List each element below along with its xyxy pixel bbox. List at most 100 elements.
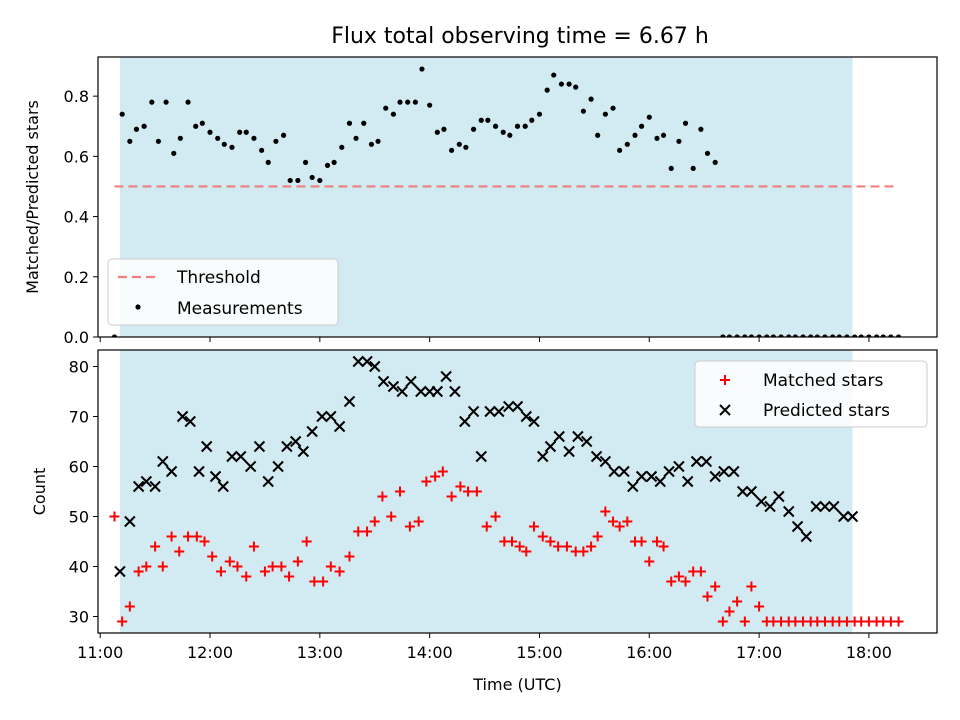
predicted-star-point: [810, 500, 822, 513]
predicted-star-point: [201, 440, 213, 453]
measurement-point: [595, 132, 601, 138]
predicted-star-point: [396, 385, 408, 398]
y-tick-label: 80: [69, 358, 89, 377]
matched-star-point: [334, 566, 345, 577]
matched-star-point: [404, 521, 415, 532]
predicted-star-point: [745, 485, 758, 498]
measurement-point: [646, 114, 652, 120]
predicted-star-point: [377, 375, 390, 388]
predicted-star-point: [467, 405, 480, 418]
predicted-star-point: [682, 475, 694, 488]
matched-star-point: [157, 561, 168, 572]
matched-star-point: [150, 541, 161, 552]
measurement-point: [888, 334, 894, 337]
y-tick-label: 0.0: [64, 328, 89, 347]
measurement-point: [259, 147, 265, 153]
measurement-point: [770, 334, 776, 337]
predicted-star-point: [690, 455, 703, 468]
measurement-point: [544, 87, 550, 93]
measurement-point: [133, 126, 140, 132]
measurement-point: [273, 138, 279, 144]
predicted-star-point: [837, 510, 850, 523]
predicted-star-point: [580, 435, 593, 448]
matched-star-point: [301, 536, 312, 547]
matched-star-point: [124, 601, 135, 612]
matched-star-point: [717, 616, 728, 627]
matched-star-point: [614, 521, 625, 532]
predicted-star-point: [618, 465, 630, 478]
matched-star-point: [481, 521, 492, 532]
measurement-point: [624, 141, 630, 147]
measurement-point: [361, 120, 367, 126]
predicted-star-point: [176, 410, 189, 423]
predicted-star-point: [590, 450, 603, 463]
predicted-star-point: [828, 500, 840, 513]
x-axis-label: Time (UTC): [472, 675, 561, 694]
measurement-point: [676, 138, 682, 144]
measurement-point: [295, 177, 301, 184]
matched-star-point: [224, 556, 235, 567]
matched-star-point: [437, 466, 448, 477]
measurement-point: [514, 123, 521, 129]
predicted-star-point: [654, 475, 666, 488]
matched-star-point: [651, 536, 662, 547]
predicted-star-point: [503, 400, 515, 413]
matched-star-point: [353, 526, 364, 537]
y-axis-label: Count: [30, 468, 49, 516]
predicted-star-point: [217, 480, 229, 493]
matched-star-point: [413, 516, 424, 527]
matched-star-point: [141, 561, 152, 572]
matched-star-point: [490, 511, 501, 522]
measurement-point: [874, 334, 880, 337]
predicted-star-point: [281, 440, 293, 453]
matched-star-point: [537, 531, 548, 542]
predicted-star-point: [537, 450, 549, 463]
measurement-point: [558, 81, 565, 87]
measurement-point: [808, 334, 814, 337]
predicted-star-point: [149, 480, 161, 493]
measurement-point: [580, 108, 586, 114]
measurement-point: [243, 129, 249, 135]
matched-star-point: [455, 481, 466, 492]
matched-star-point: [521, 546, 532, 557]
predicted-star-point: [253, 440, 266, 453]
matched-star-point: [199, 536, 210, 547]
y-axis-label: Matched/Predicted stars: [23, 100, 42, 294]
matched-star-point: [174, 546, 185, 557]
y-tick-label: 40: [69, 558, 89, 577]
matched-star-point: [608, 516, 619, 527]
measurement-point: [383, 105, 389, 111]
matched-star-point: [514, 541, 525, 552]
legend-predicted-label: Predicted stars: [763, 401, 890, 421]
measurement-point: [638, 123, 645, 129]
predicted-star-point: [387, 380, 400, 393]
predicted-star-point: [431, 385, 444, 398]
measurement-point: [778, 334, 784, 337]
predicted-star-point: [709, 470, 721, 483]
predicted-star-point: [352, 355, 364, 368]
matched-star-point: [166, 531, 177, 542]
matched-star-point: [724, 606, 735, 617]
matched-star-point: [578, 546, 589, 557]
matched-star-point: [309, 576, 320, 587]
matched-star-point: [471, 486, 482, 497]
predicted-star-point: [193, 465, 205, 478]
matched-star-point: [232, 561, 243, 572]
matched-star-point: [133, 566, 144, 577]
measurement-point: [792, 334, 798, 337]
predicted-star-point: [608, 465, 620, 478]
measurement-point: [844, 334, 850, 337]
measurement-point: [566, 81, 572, 87]
measurement-point: [632, 132, 638, 138]
measurement-point: [427, 102, 433, 108]
measurement-point: [573, 84, 579, 90]
measurement-point: [734, 334, 740, 337]
x-tick-label: 16:00: [626, 643, 672, 662]
matched-star-point: [248, 541, 259, 552]
measurement-point: [193, 123, 199, 129]
matched-star-point: [754, 601, 765, 612]
predicted-star-point: [511, 400, 524, 413]
predicted-star-point: [484, 405, 496, 418]
predicted-star-point: [493, 405, 505, 418]
